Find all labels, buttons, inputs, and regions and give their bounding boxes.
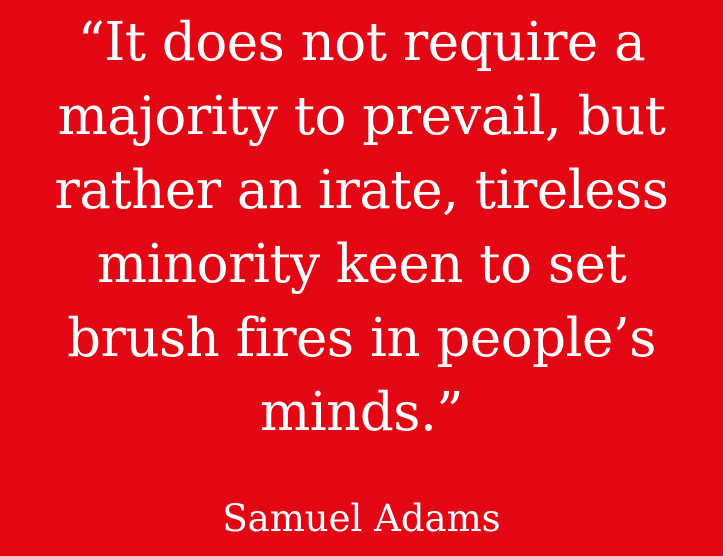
quote-line-6: minds.” [260, 382, 463, 443]
quote-text: “It does not require a majority to preva… [0, 6, 723, 450]
quote-attribution: Samuel Adams [222, 497, 501, 540]
quote-line-4: minority keen to set [96, 234, 627, 295]
quote-line-5: brush fires in people’s [67, 308, 656, 369]
quote-line-1: “It does not require a [77, 12, 646, 73]
quote-line-2: majority to prevail, but [57, 86, 666, 147]
quote-line-3: rather an irate, tireless [54, 160, 669, 221]
